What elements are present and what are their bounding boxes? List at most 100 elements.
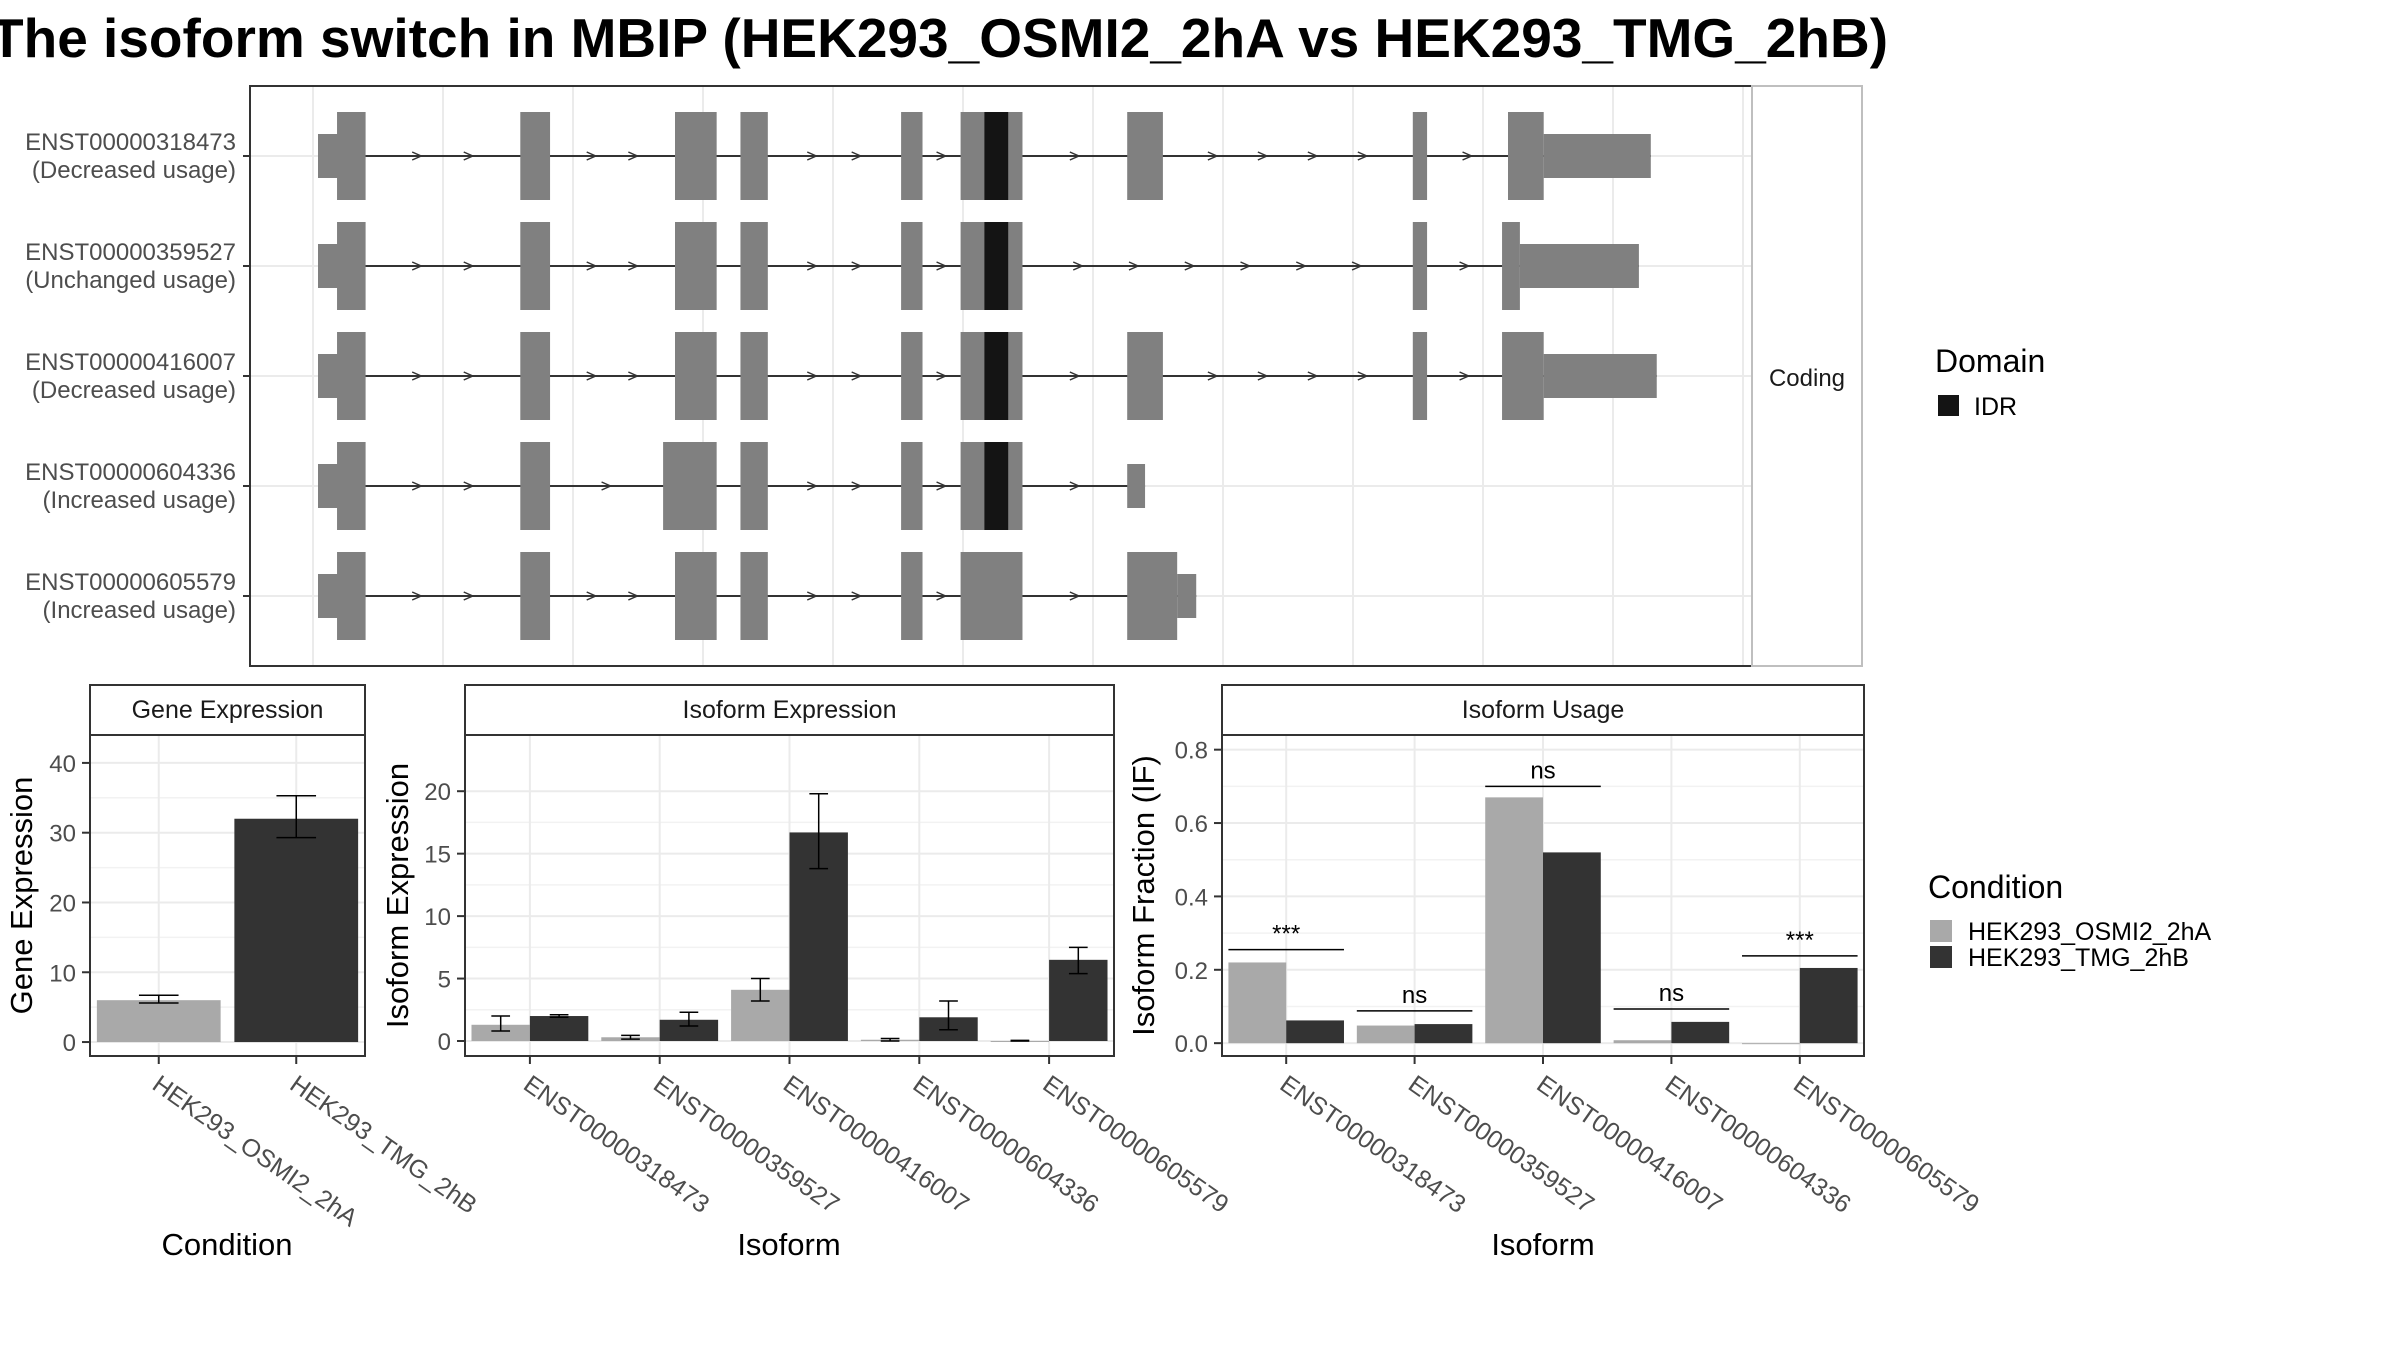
exon	[740, 442, 768, 530]
exon	[675, 552, 717, 640]
intron-arrow	[1207, 151, 1219, 161]
intron-arrow	[1357, 371, 1369, 381]
isoform-id-label: ENST00000604336	[25, 459, 236, 486]
y-axis-label: Gene Expression	[4, 777, 39, 1015]
intron-arrow	[851, 481, 863, 491]
condition-legend-key	[1930, 946, 1952, 968]
intron-arrow	[1307, 371, 1319, 381]
bar	[1613, 1040, 1672, 1044]
domain-legend-label: IDR	[1974, 393, 2017, 421]
bar	[1414, 1024, 1473, 1044]
y-tick-label: 0.8	[1175, 738, 1208, 765]
bar	[1356, 1025, 1415, 1044]
exon	[901, 112, 923, 200]
facet-strip-label: Isoform Usage	[1462, 696, 1625, 724]
exon	[740, 552, 768, 640]
intron-arrow	[601, 481, 613, 491]
exon	[1127, 112, 1163, 200]
structure-strip	[1751, 85, 1863, 667]
intron-arrow	[1069, 481, 1081, 491]
exon	[1412, 222, 1428, 310]
exon	[1502, 222, 1520, 310]
idr-domain	[984, 222, 1009, 310]
isoform-structure-panel: ENST00000318473(Decreased usage)ENST0000…	[25, 85, 1863, 667]
intron-arrow	[586, 261, 598, 271]
intron-arrow	[1459, 261, 1471, 271]
exon	[901, 442, 923, 530]
condition-legend-title: Condition	[1928, 869, 2063, 905]
y-tick-label: 10	[424, 904, 451, 931]
exon-utr3	[1519, 244, 1639, 288]
isoform-usage-label: (Unchanged usage)	[25, 267, 236, 294]
intron-arrow	[851, 371, 863, 381]
bar	[1228, 962, 1287, 1044]
facet-strip	[464, 684, 1115, 736]
intron-arrow	[806, 481, 819, 491]
exon	[520, 332, 551, 420]
bar	[1485, 797, 1543, 1044]
isoform-usage-label: (Increased usage)	[43, 487, 236, 514]
intron-arrow	[463, 481, 475, 491]
intron-arrow	[1069, 151, 1081, 161]
bar	[96, 1000, 221, 1043]
idr-domain	[984, 332, 1009, 420]
exon	[740, 222, 768, 310]
y-tick-label: 0.4	[1175, 884, 1208, 911]
exon-utr3	[1543, 134, 1651, 178]
intron-arrow	[806, 371, 819, 381]
isoform-usage-label: (Decreased usage)	[32, 157, 236, 184]
intron-arrow	[411, 261, 424, 271]
exon-utr3	[1543, 354, 1657, 398]
isoform-id-label: ENST00000359527	[25, 239, 236, 266]
domain-legend-key	[1938, 395, 1959, 416]
exon	[740, 112, 768, 200]
exon-utr3	[1177, 574, 1197, 618]
exon	[1412, 112, 1428, 200]
isoform-id-label: ENST00000318473	[25, 129, 236, 156]
facet-strip	[89, 684, 366, 736]
idr-domain	[984, 442, 1009, 530]
structure-strip-label: Coding	[1769, 365, 1845, 392]
intron-arrow	[1072, 261, 1085, 271]
facet-strip-label: Isoform Expression	[683, 696, 897, 724]
domain-legend-title: Domain	[1935, 343, 2045, 379]
y-axis-label: Isoform Fraction (IF)	[1126, 755, 1161, 1036]
intron-arrow	[586, 371, 598, 381]
intron-arrow	[806, 151, 819, 161]
exon	[901, 332, 923, 420]
exon	[901, 222, 923, 310]
intron-arrow	[1357, 151, 1369, 161]
y-tick-label: 0.0	[1175, 1031, 1208, 1058]
bar	[234, 818, 359, 1043]
exon	[520, 442, 551, 530]
intron-arrow	[1184, 261, 1196, 271]
exon	[337, 332, 366, 420]
y-tick-label: 10	[49, 960, 76, 987]
exon	[675, 112, 717, 200]
y-tick-label: 0.6	[1175, 811, 1208, 838]
intron-arrow	[1459, 371, 1471, 381]
exon-utr5	[318, 464, 340, 508]
intron-arrow	[936, 261, 948, 271]
facet-strip-label: Gene Expression	[132, 696, 324, 724]
exon	[1412, 332, 1428, 420]
intron-arrow	[851, 151, 863, 161]
condition-legend-label: HEK293_OSMI2_2hA	[1968, 918, 2212, 946]
x-axis-label: Isoform	[1491, 1227, 1594, 1262]
exon	[675, 222, 717, 310]
y-axis-label: Isoform Expression	[380, 763, 415, 1028]
intron-arrow	[411, 151, 424, 161]
domain-legend: Domain IDR	[1935, 343, 2045, 421]
exon	[960, 552, 1023, 640]
intron-arrow	[463, 591, 475, 601]
exon	[663, 442, 717, 530]
significance-label: ***	[1272, 921, 1300, 948]
intron-arrow	[1240, 261, 1252, 271]
exon-utr5	[318, 574, 340, 618]
isoform-id-label: ENST00000416007	[25, 349, 236, 376]
isoform-usage-label: (Decreased usage)	[32, 377, 236, 404]
condition-legend-key	[1930, 920, 1952, 942]
exon-utr5	[318, 244, 340, 288]
